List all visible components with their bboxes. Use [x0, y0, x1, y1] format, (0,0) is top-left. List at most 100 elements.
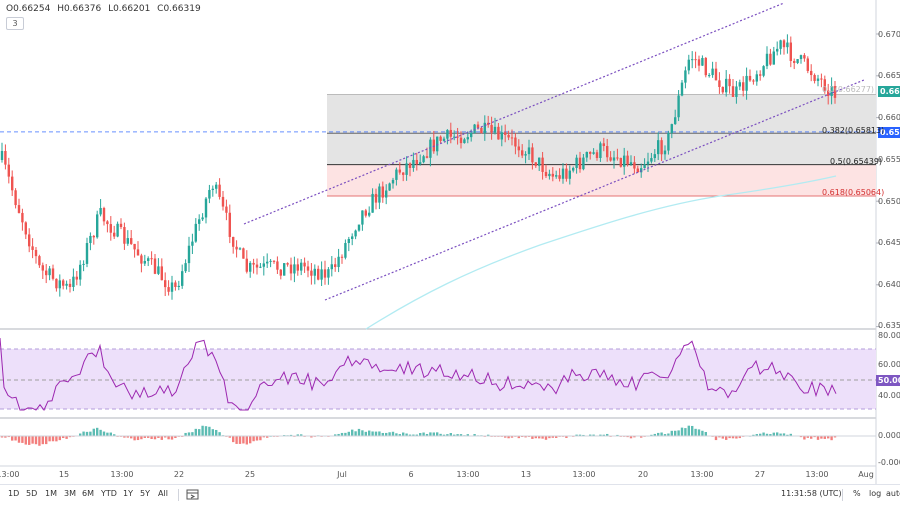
- candle-body: [225, 206, 228, 213]
- macd-histogram-bar: [405, 433, 408, 436]
- candle-body: [714, 68, 718, 81]
- candle-body: [524, 154, 527, 156]
- macd-histogram-bar: [147, 436, 150, 438]
- go-to-date-icon[interactable]: [186, 488, 200, 501]
- candle-body: [748, 75, 752, 81]
- candle-body: [378, 186, 381, 203]
- candle-body: [806, 58, 809, 71]
- candle-body: [755, 74, 758, 82]
- macd-histogram-bar: [310, 436, 313, 438]
- macd-histogram-bar: [425, 433, 429, 436]
- candle-body: [602, 143, 605, 147]
- clock-display[interactable]: 11:31:58 (UTC): [781, 489, 842, 498]
- macd-histogram-bar: [446, 434, 449, 436]
- candle-body: [249, 262, 252, 272]
- candle-body: [670, 124, 673, 134]
- macd-histogram-bar: [378, 431, 381, 436]
- macd-histogram-bar: [422, 432, 425, 436]
- candle-body: [259, 266, 262, 268]
- candle-body: [354, 230, 357, 237]
- macd-histogram-bar: [24, 436, 27, 445]
- macd-histogram-bar: [28, 436, 31, 445]
- macd-histogram-bar: [813, 436, 816, 438]
- candle-body: [483, 122, 486, 134]
- range-5d-button[interactable]: 5D: [26, 489, 38, 498]
- macd-histogram-bar: [582, 434, 585, 436]
- open-value: O0.66254: [6, 4, 51, 14]
- candle-body: [255, 264, 259, 268]
- macd-histogram-bar: [803, 436, 806, 440]
- macd-histogram-bar: [99, 429, 102, 436]
- candle-body: [721, 86, 724, 93]
- macd-histogram-bar: [368, 430, 371, 436]
- macd-histogram-bar: [419, 433, 422, 436]
- macd-histogram-bar: [551, 436, 554, 438]
- percent-scale-button[interactable]: %: [853, 489, 861, 498]
- time-tick: Jul: [337, 470, 347, 479]
- macd-histogram-bar: [578, 434, 582, 436]
- macd-histogram-bar: [45, 436, 48, 445]
- candle-body: [551, 173, 554, 177]
- candle-body: [85, 243, 89, 264]
- candle-body: [153, 258, 157, 274]
- macd-histogram-bar: [697, 429, 701, 436]
- macd-histogram-bar: [473, 434, 476, 436]
- candle-body: [629, 162, 633, 165]
- candle-body: [674, 117, 677, 125]
- candle-body: [480, 127, 483, 134]
- candle-body: [11, 176, 14, 191]
- candle-body: [17, 205, 21, 213]
- macd-histogram-bar: [626, 436, 629, 438]
- candle-body: [357, 224, 361, 231]
- candle-body: [538, 157, 541, 166]
- time-tick: 13:00: [0, 470, 20, 479]
- candle-body: [187, 245, 191, 264]
- range-5y-button[interactable]: 5Y: [140, 489, 150, 498]
- macd-histogram-bar: [96, 427, 99, 436]
- candle-body: [272, 260, 276, 262]
- candle-body: [45, 270, 48, 276]
- macd-histogram-bar: [143, 436, 146, 438]
- macd-histogram-bar: [187, 432, 191, 436]
- log-scale-button[interactable]: log: [869, 489, 882, 498]
- range-1m-button[interactable]: 1M: [45, 489, 57, 498]
- candle-body: [555, 175, 558, 177]
- macd-histogram-bar: [442, 434, 446, 436]
- rsi-tick: 80.00: [878, 331, 900, 340]
- range-all-button[interactable]: All: [158, 489, 168, 498]
- candle-body: [177, 285, 180, 288]
- macd-histogram-bar: [735, 436, 738, 439]
- range-ytd-button[interactable]: YTD: [101, 489, 117, 498]
- candle-body: [208, 189, 211, 199]
- toolbar-divider: [842, 489, 843, 501]
- candle-body: [820, 78, 823, 80]
- auto-scale-button[interactable]: auto: [886, 489, 900, 498]
- time-tick: 13:00: [690, 470, 714, 479]
- candle-body: [402, 172, 405, 175]
- candle-body: [398, 169, 401, 173]
- candle-body: [7, 164, 10, 177]
- candle-body: [408, 163, 412, 168]
- candle-body: [735, 86, 738, 97]
- collapse-indicators-button[interactable]: 3: [6, 17, 24, 30]
- candle-body: [303, 262, 306, 267]
- range-6m-button[interactable]: 6M: [82, 489, 94, 498]
- candle-body: [660, 140, 663, 155]
- macd-histogram-bar: [334, 434, 337, 436]
- candle-body: [65, 283, 68, 286]
- candle-body: [813, 75, 816, 81]
- range-1y-button[interactable]: 1Y: [123, 489, 133, 498]
- macd-histogram-bar: [150, 436, 153, 439]
- candle-body: [487, 122, 490, 125]
- range-3m-button[interactable]: 3M: [64, 489, 76, 498]
- macd-histogram-bar: [765, 433, 769, 436]
- macd-histogram-bar: [388, 432, 391, 436]
- candle-body: [789, 42, 792, 62]
- macd-histogram-bar: [296, 434, 299, 436]
- candle-body: [490, 124, 493, 133]
- candle-body: [473, 124, 476, 134]
- candle-body: [616, 157, 619, 159]
- candle-body: [109, 224, 112, 233]
- range-1d-button[interactable]: 1D: [8, 489, 20, 498]
